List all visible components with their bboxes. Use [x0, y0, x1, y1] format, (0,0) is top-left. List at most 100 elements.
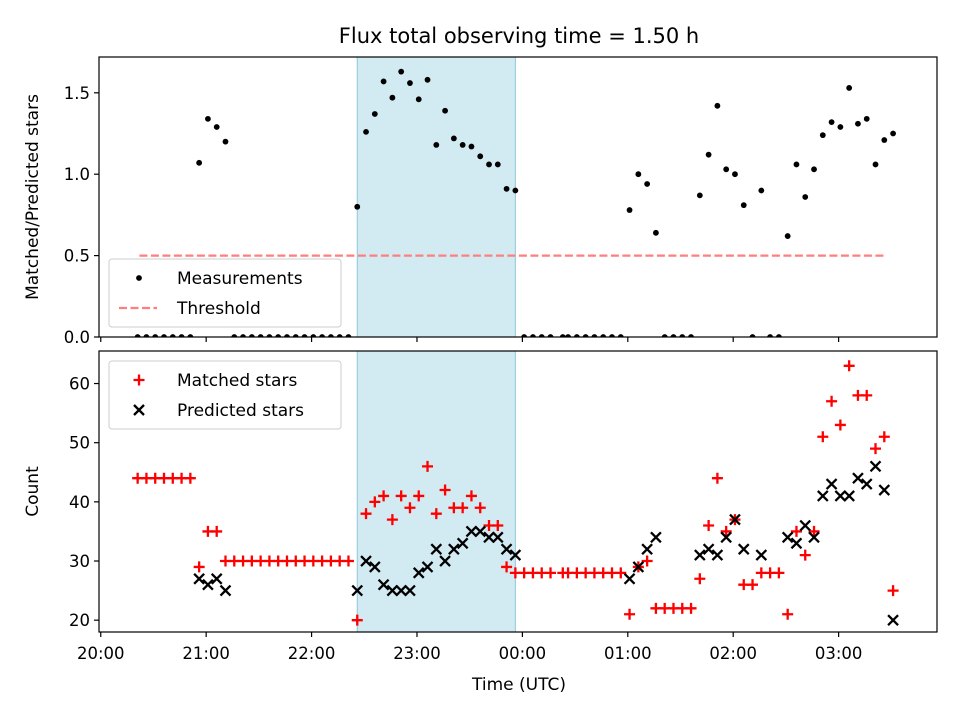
data-point — [500, 543, 513, 555]
y-tick-label: 0.5 — [64, 247, 90, 266]
data-point — [545, 567, 557, 579]
data-point — [512, 187, 519, 194]
data-point — [617, 334, 624, 337]
data-point — [565, 334, 571, 337]
legend-marker — [136, 275, 142, 281]
data-point — [187, 334, 194, 337]
data-point — [424, 76, 431, 83]
data-point — [266, 334, 273, 337]
data-point — [231, 334, 238, 337]
series-predicted-stars — [193, 460, 899, 626]
highlight-band — [356, 56, 516, 338]
data-point — [521, 334, 528, 337]
data-point — [219, 584, 232, 597]
data-point — [422, 460, 434, 472]
data-point — [351, 614, 363, 626]
data-point — [193, 572, 205, 585]
data-point — [404, 502, 416, 514]
data-point — [284, 334, 290, 337]
data-point — [430, 508, 442, 520]
data-point — [878, 484, 891, 496]
data-point — [412, 567, 425, 579]
data-layer — [132, 360, 899, 626]
data-point — [433, 142, 440, 148]
x-tick-label: 03:00 — [815, 644, 863, 663]
data-point — [213, 124, 220, 130]
data-point — [196, 159, 203, 166]
y-tick-label: 1.5 — [64, 84, 90, 103]
data-point — [386, 584, 399, 597]
data-point — [600, 334, 607, 337]
data-point — [881, 137, 888, 143]
panel-2: 20 30 40 50 60 Count 20:00 21:00 22:00 23:00 00:00… — [23, 350, 938, 663]
data-point — [380, 78, 387, 85]
data-point — [395, 490, 407, 502]
data-point — [790, 537, 803, 550]
data-point — [591, 334, 598, 337]
data-point — [369, 496, 381, 508]
data-point — [623, 572, 636, 585]
data-point — [442, 107, 448, 114]
x-tick-label: 21:00 — [182, 644, 230, 663]
data-point — [852, 472, 864, 485]
data-point — [790, 525, 802, 537]
data-point — [887, 614, 899, 626]
data-point — [855, 120, 861, 127]
data-point — [872, 161, 879, 168]
data-point — [345, 334, 352, 337]
data-point — [477, 153, 484, 160]
x-tick-label: 22:00 — [288, 644, 336, 663]
data-point — [152, 334, 159, 337]
data-point — [694, 573, 706, 585]
data-point — [395, 584, 407, 597]
data-point — [887, 585, 899, 597]
data-point — [240, 334, 246, 337]
legend-label: Measurements — [177, 269, 303, 289]
data-point — [740, 202, 747, 209]
data-point — [670, 334, 677, 337]
data-point — [301, 334, 308, 337]
data-point — [799, 519, 812, 532]
y-tick-label: 40 — [69, 493, 90, 512]
legend-label: Matched stars — [177, 371, 297, 391]
data-point — [360, 555, 372, 567]
data-point — [492, 520, 504, 532]
data-point — [483, 531, 495, 544]
data-point — [319, 334, 326, 337]
data-point — [257, 334, 264, 337]
data-point — [491, 531, 504, 544]
data-point — [134, 334, 141, 337]
data-point — [615, 567, 627, 579]
data-point — [723, 166, 730, 173]
data-point — [210, 572, 223, 585]
series-matched-stars — [132, 360, 899, 626]
data-point — [729, 513, 741, 526]
data-point — [860, 478, 873, 490]
data-point — [222, 138, 229, 145]
legend-label: Threshold — [176, 299, 261, 319]
data-point — [389, 94, 396, 101]
data-point — [714, 102, 721, 109]
data-point — [494, 161, 501, 168]
data-point — [582, 334, 589, 337]
data-point — [869, 460, 882, 473]
data-point — [509, 549, 522, 561]
legend: Measurements Threshold — [108, 258, 342, 328]
data-point — [782, 608, 794, 620]
x-axis-label: Time (UTC) — [471, 675, 566, 695]
data-point — [644, 181, 651, 187]
data-layer — [134, 68, 896, 337]
data-point — [211, 525, 223, 537]
data-point — [661, 334, 668, 337]
chart-title: Flux total observing time = 1.50 h — [339, 24, 699, 48]
data-point — [808, 531, 820, 544]
legend: Matched stars Predicted stars — [108, 360, 342, 430]
x-tick-label: 01:00 — [604, 644, 652, 663]
data-point — [737, 543, 750, 555]
data-point — [711, 472, 723, 484]
data-point — [205, 115, 211, 122]
data-point — [696, 192, 703, 199]
data-point — [530, 334, 536, 337]
data-point — [161, 334, 167, 337]
